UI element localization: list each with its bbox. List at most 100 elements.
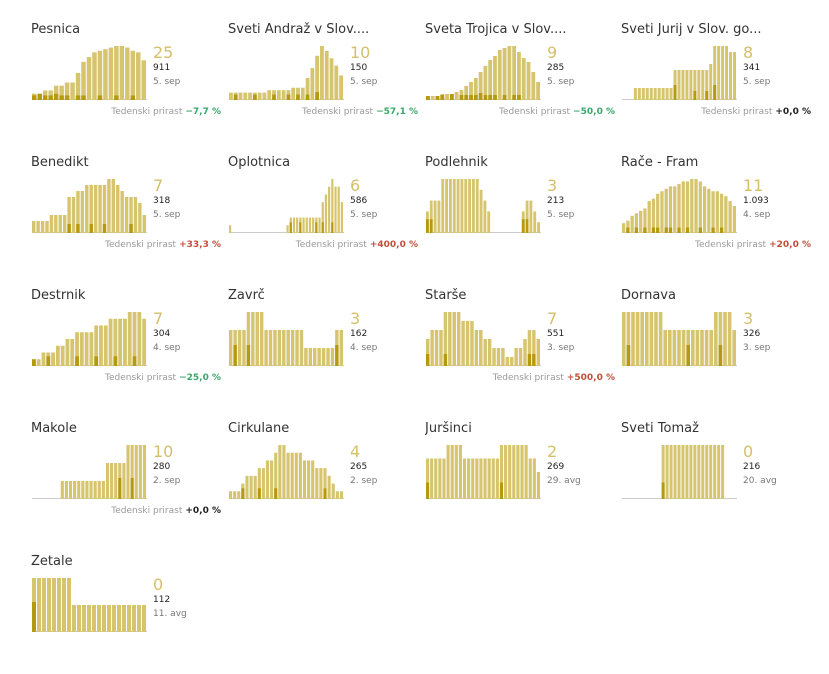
chart-bar [517, 52, 521, 100]
chart-bar-new [483, 95, 488, 100]
chart-bar [122, 605, 126, 632]
municipality-card: Benedikt 7 318 5. sep Tedenski prirast +33,3 … [31, 155, 221, 275]
chart-bar-new [315, 222, 318, 233]
chart-bar [253, 475, 257, 499]
cumulative-cases: 318 [153, 196, 171, 206]
chart-bar [42, 578, 46, 632]
chart-bar [537, 222, 540, 233]
chart-bar [677, 330, 681, 366]
chart-bar [124, 197, 129, 233]
chart-bar [732, 206, 736, 233]
chart-bar [677, 445, 681, 499]
chart-bar [107, 605, 111, 632]
chart-bar-new [711, 227, 715, 233]
active-cases: 25 [153, 43, 174, 62]
chart-bar [723, 312, 727, 366]
chart-bar-new [296, 94, 300, 100]
chart-bar [715, 191, 719, 233]
chart-bar [520, 445, 524, 499]
weekly-growth-value: +20,0 % [769, 240, 811, 250]
chart-bar-new [241, 488, 245, 499]
chart-bar [257, 92, 262, 100]
chart-bar-new [435, 96, 440, 100]
chart-bar [464, 86, 469, 100]
chart-bar-new [129, 224, 133, 233]
chart-bar [97, 605, 101, 632]
chart-bar [626, 220, 630, 233]
chart-bar [64, 82, 70, 100]
chart-bar [495, 458, 499, 499]
chart-bar [251, 312, 255, 366]
chart-bar [681, 70, 685, 100]
chart-bar [434, 458, 438, 499]
chart-bar [725, 46, 729, 100]
chart-bar [49, 215, 54, 233]
chart-bar [445, 94, 449, 100]
chart-bar-new [132, 356, 137, 366]
chart-bar [709, 64, 713, 100]
chart-bar [112, 605, 116, 632]
active-cases: 4 [350, 442, 361, 461]
chart-bar [622, 223, 626, 233]
mini-bar-chart [32, 179, 147, 233]
chart-bar [483, 66, 488, 100]
chart-bar [229, 330, 233, 366]
chart-bar-new [464, 95, 469, 100]
chart-bar-new [502, 95, 507, 100]
chart-bar [77, 481, 81, 499]
chart-bar-new [686, 345, 690, 366]
chart-bar [437, 200, 441, 233]
chart-bar [85, 481, 89, 499]
chart-bar [290, 452, 294, 499]
chart-bar [705, 445, 709, 499]
chart-bar [267, 90, 272, 100]
weekly-growth-label: Tedenski prirast [105, 240, 177, 250]
chart-bar [116, 185, 120, 233]
chart-bar-new [305, 94, 310, 100]
municipality-name: Makole [31, 421, 77, 436]
chart-bar-new [32, 95, 37, 100]
chart-bar [681, 330, 686, 366]
weekly-growth-value: −50,0 % [573, 107, 615, 117]
chart-bar [721, 46, 725, 100]
last-update-date: 5. sep [547, 77, 575, 87]
chart-bar-new [698, 227, 702, 233]
active-cases: 3 [350, 309, 361, 328]
chart-bar-new [64, 95, 70, 100]
chart-bar [479, 330, 483, 366]
last-update-date: 5. sep [350, 77, 378, 87]
chart-bar [630, 215, 634, 233]
last-update-date: 4. sep [743, 210, 771, 220]
chart-bar-new [449, 94, 454, 100]
chart-bar [138, 203, 142, 233]
chart-bar-new [81, 95, 86, 100]
chart-bar [512, 46, 517, 100]
chart-bar [429, 200, 433, 233]
chart-bar [701, 445, 705, 499]
chart-bar [98, 185, 102, 233]
chart-bar [677, 70, 681, 100]
chart-bar [242, 330, 246, 366]
chart-bar [527, 330, 532, 366]
chart-bar-new [426, 354, 430, 366]
chart-bar [249, 475, 253, 499]
chart-bar [640, 312, 644, 366]
chart-bar [729, 52, 733, 100]
chart-bar [321, 348, 326, 366]
weekly-growth: Tedenski prirast +33,3 % [105, 240, 221, 250]
chart-bar [663, 330, 667, 366]
chart-bar [434, 330, 439, 366]
chart-bar [689, 70, 693, 100]
chart-bar-new [75, 95, 81, 100]
active-cases: 10 [350, 43, 371, 62]
chart-bar [673, 445, 677, 499]
chart-bar [276, 90, 281, 100]
chart-bar [319, 468, 323, 499]
municipality-card: Podlehnik 3 213 5. sep [425, 155, 615, 275]
municipality-name: Pesnica [31, 22, 81, 37]
chart-bar [317, 348, 321, 366]
chart-bar [305, 77, 310, 100]
chart-bar [311, 460, 315, 499]
chart-bar [141, 60, 146, 100]
chart-bar [526, 62, 531, 100]
